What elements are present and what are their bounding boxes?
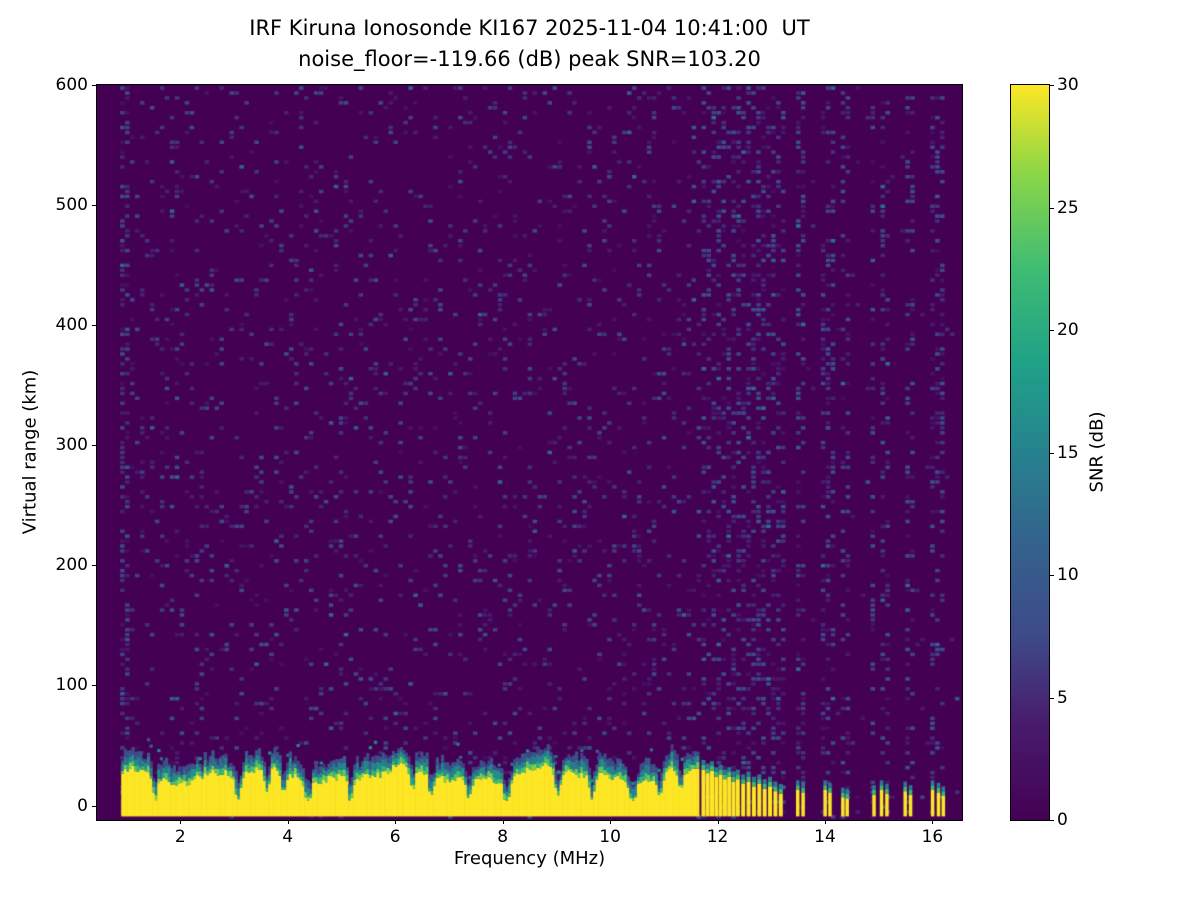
- y-tick-mark: [92, 805, 96, 807]
- colorbar-tick-mark: [1050, 207, 1054, 209]
- x-axis-label: Frequency (MHz): [453, 848, 606, 869]
- colorbar-tick-label: 5: [1057, 687, 1068, 708]
- x-tick-mark: [287, 820, 289, 824]
- chart-title: IRF Kiruna Ionosonde KI167 2025-11-04 10…: [249, 16, 810, 40]
- y-tick-mark: [92, 205, 96, 207]
- x-tick-label: 12: [706, 827, 729, 847]
- colorbar-tick-label: 0: [1057, 810, 1068, 830]
- colorbar-tick-label: 30: [1057, 75, 1079, 95]
- x-tick-label: 6: [389, 827, 401, 847]
- x-tick-mark: [717, 820, 719, 824]
- y-tick-label: 400: [55, 315, 88, 336]
- x-tick-label: 8: [497, 827, 509, 847]
- x-tick-mark: [824, 820, 826, 824]
- y-tick-label: 500: [55, 195, 88, 216]
- y-tick-label: 300: [55, 435, 88, 456]
- x-tick-label: 10: [599, 827, 621, 847]
- colorbar-tick-label: 20: [1057, 320, 1079, 340]
- x-tick-label: 16: [921, 827, 944, 847]
- colorbar-label: SNR (dB): [1086, 411, 1108, 493]
- colorbar-tick-label: 25: [1057, 197, 1079, 218]
- y-tick-label: 600: [55, 75, 88, 95]
- x-tick-label: 14: [814, 827, 836, 847]
- y-tick-label: 200: [55, 555, 88, 576]
- colorbar-tick-mark: [1050, 330, 1054, 331]
- plot-area: [96, 84, 963, 821]
- colorbar-tick-label: 10: [1057, 565, 1079, 585]
- colorbar: [1010, 84, 1050, 821]
- colorbar-tick-mark: [1050, 452, 1054, 454]
- y-tick-mark: [92, 85, 96, 86]
- x-tick-mark: [180, 820, 182, 824]
- colorbar-tick-mark: [1050, 697, 1054, 699]
- y-tick-mark: [92, 565, 96, 567]
- colorbar-tick-mark: [1050, 820, 1054, 821]
- x-tick-mark: [932, 820, 934, 824]
- colorbar-tick-mark: [1050, 85, 1054, 86]
- ionogram-heatmap-canvas: [97, 85, 962, 820]
- y-tick-mark: [92, 685, 96, 687]
- y-tick-mark: [92, 325, 96, 327]
- x-tick-label: 2: [174, 827, 186, 847]
- colorbar-tick-label: 15: [1057, 442, 1079, 463]
- x-tick-label: 4: [282, 827, 294, 847]
- chart-subtitle: noise_floor=-119.66 (dB) peak SNR=103.20: [298, 47, 761, 71]
- y-tick-label: 0: [77, 795, 88, 816]
- x-tick-mark: [502, 820, 504, 824]
- y-axis-label: Virtual range (km): [19, 369, 41, 535]
- x-tick-mark: [395, 820, 397, 824]
- x-tick-mark: [610, 820, 612, 824]
- y-tick-label: 100: [55, 675, 88, 696]
- colorbar-tick-mark: [1050, 575, 1054, 576]
- y-tick-mark: [92, 445, 96, 447]
